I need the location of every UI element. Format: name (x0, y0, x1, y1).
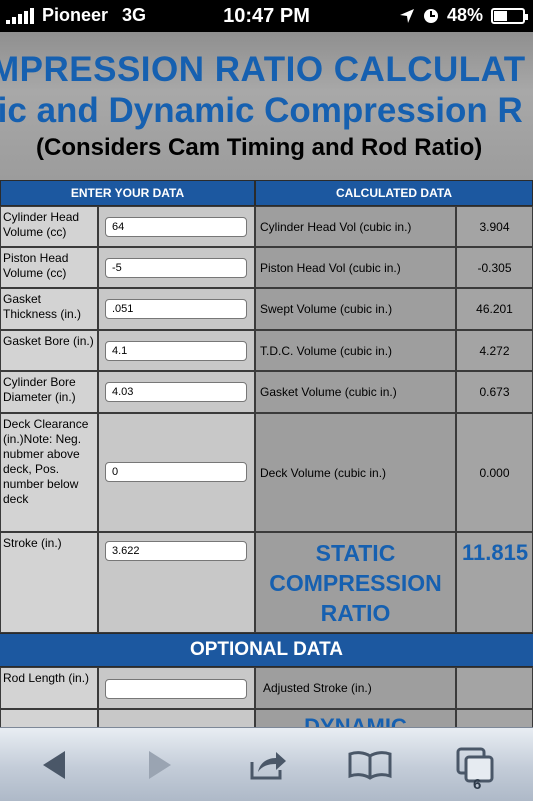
calc-value: 46.201 (456, 288, 533, 330)
stroke-input[interactable]: 3.622 (105, 541, 247, 561)
deck-clearance-input[interactable]: 0 (105, 462, 247, 482)
page-title: MPRESSION RATIO CALCULAT (0, 50, 526, 89)
table-row: Cylinder Head Volume (cc) 64 Cylinder He… (0, 206, 533, 247)
table-row: Gasket Thickness (in.) .051 Swept Volume… (0, 288, 533, 330)
cylinder-head-volume-input[interactable]: 64 (105, 217, 247, 237)
table-row: Piston Head Volume (cc) -5 Piston Head V… (0, 247, 533, 288)
calc-label: Gasket Volume (cubic in.) (255, 371, 456, 413)
calc-value: -0.305 (456, 247, 533, 288)
back-button[interactable] (14, 728, 94, 801)
browser-toolbar: 6 (0, 727, 533, 801)
bookmarks-button[interactable] (330, 728, 410, 801)
calc-value: 0.000 (456, 413, 533, 532)
page-title-line2: tic and Dynamic Compression R (0, 91, 523, 130)
static-ratio-label-1: STATIC (315, 540, 396, 566)
row-label: Stroke (in.) (0, 532, 98, 633)
static-ratio-value: 11.815 (462, 540, 529, 565)
row-label: Deck Clearance (in.)Note: Neg. nubmer ab… (0, 413, 98, 532)
cylinder-bore-input[interactable]: 4.03 (105, 382, 247, 402)
static-ratio-label-2: COMPRESSION (269, 570, 442, 596)
calculated-data-header: CALCULATED DATA (255, 180, 533, 206)
status-bar: Pioneer 3G 10:47 PM 48% (0, 0, 533, 32)
battery-percent: 48% (446, 5, 483, 25)
tabs-count: 6 (473, 775, 482, 793)
calc-label: Adjusted Stroke (in.) (255, 667, 456, 709)
share-icon (250, 751, 286, 779)
alarm-clock-icon (423, 8, 438, 23)
battery-icon (491, 7, 528, 24)
table-row: Cylinder Bore Diameter (in.) 4.03 Gasket… (0, 371, 533, 413)
network-type: 3G (122, 5, 147, 25)
calc-value: 4.272 (456, 330, 533, 371)
calc-label: T.D.C. Volume (cubic in.) (255, 330, 456, 371)
optional-data-header: OPTIONAL DATA (0, 633, 533, 667)
page-subtitle: (Considers Cam Timing and Rod Ratio) (36, 134, 483, 161)
back-arrow-icon (43, 750, 65, 779)
static-ratio-label-3: RATIO (320, 600, 391, 626)
gasket-bore-input[interactable]: 4.1 (105, 341, 247, 361)
calc-value: 0.673 (456, 371, 533, 413)
enter-data-header: ENTER YOUR DATA (0, 180, 255, 206)
forward-button[interactable] (120, 728, 200, 801)
row-label: Rod Length (in.) (0, 667, 98, 709)
carrier-name: Pioneer (42, 5, 109, 25)
table-row: Rod Length (in.) Adjusted Stroke (in.) (0, 667, 533, 709)
piston-head-volume-input[interactable]: -5 (105, 258, 247, 278)
rod-length-input[interactable] (105, 679, 247, 699)
book-icon (348, 750, 392, 780)
row-label: Piston Head Volume (cc) (0, 247, 98, 288)
row-label: Cylinder Head Volume (cc) (0, 206, 98, 247)
table-row: Deck Clearance (in.)Note: Neg. nubmer ab… (0, 413, 533, 532)
calc-label: Cylinder Head Vol (cubic in.) (255, 206, 456, 247)
row-label: Cylinder Bore Diameter (in.) (0, 371, 98, 413)
table-row: Gasket Bore (in.) 4.1 T.D.C. Volume (cub… (0, 330, 533, 371)
forward-arrow-icon (149, 750, 171, 779)
page-header: MPRESSION RATIO CALCULAT tic and Dynamic… (0, 32, 533, 180)
row-label: Gasket Thickness (in.) (0, 288, 98, 330)
location-icon (399, 8, 414, 23)
tabs-button[interactable]: 6 (436, 728, 516, 801)
calc-label: Piston Head Vol (cubic in.) (255, 247, 456, 288)
clock: 10:47 PM (223, 5, 310, 27)
row-label: Gasket Bore (in.) (0, 330, 98, 371)
tabs-icon (456, 747, 494, 782)
share-button[interactable] (228, 728, 308, 801)
signal-icon (6, 7, 34, 24)
calc-value: 3.904 (456, 206, 533, 247)
table-row: Stroke (in.) 3.622 STATIC COMPRESSION RA… (0, 532, 533, 633)
gasket-thickness-input[interactable]: .051 (105, 299, 247, 319)
calc-label: Swept Volume (cubic in.) (255, 288, 456, 330)
calc-label: Deck Volume (cubic in.) (255, 413, 456, 532)
